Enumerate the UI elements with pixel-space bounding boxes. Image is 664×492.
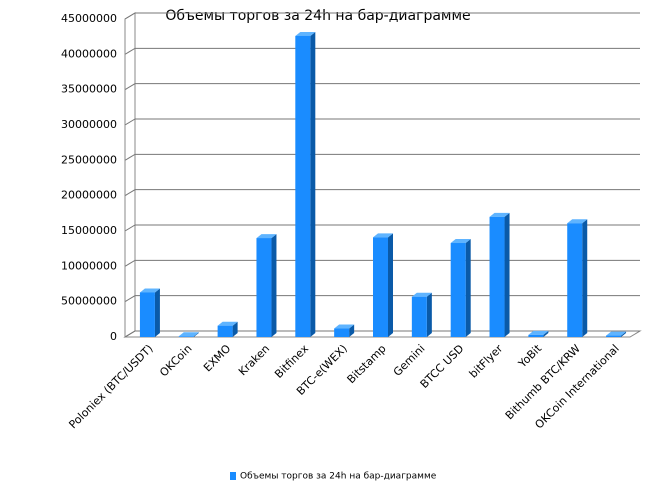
grid-line	[124, 118, 640, 126]
grid-line	[124, 47, 640, 55]
bar	[139, 288, 160, 337]
x-tick-label: Bitstamp	[345, 342, 389, 386]
bar	[217, 321, 238, 337]
y-tick-label: 15000000	[61, 224, 117, 237]
bar	[373, 233, 393, 337]
legend-swatch	[230, 472, 236, 480]
bar	[256, 234, 277, 337]
y-tick-label: 30000000	[61, 118, 117, 131]
grid-line	[124, 153, 640, 161]
legend-label: Объемы торгов за 24h на бар-диаграмме	[240, 472, 437, 482]
x-tick-label: Bitfinex	[272, 342, 311, 381]
y-tick-label: 40000000	[61, 47, 117, 60]
grid-line	[124, 189, 640, 197]
x-tick-label: Gemini	[391, 342, 428, 379]
y-tick-label: 35000000	[61, 83, 117, 96]
bar	[489, 212, 510, 337]
bar	[528, 330, 549, 337]
x-tick-label: YoBit	[515, 342, 544, 371]
back-wall	[124, 12, 136, 338]
bar	[567, 219, 588, 337]
bar	[178, 332, 199, 337]
x-tick-label: Kraken	[236, 342, 272, 378]
x-tick-label: EXMO	[201, 342, 234, 375]
y-tick-label: 50000000	[61, 295, 117, 308]
x-tick-label: Bithumb BTC/KRW	[503, 342, 583, 422]
y-tick-label: 45000000	[61, 12, 117, 25]
chart-title: Объемы торгов за 24h на бар-диаграмме	[165, 8, 470, 24]
bar	[411, 292, 432, 337]
x-tick-label: OKCoin	[157, 342, 194, 379]
grid-line	[124, 83, 640, 91]
y-tick-label: 0	[110, 330, 117, 343]
bar	[295, 31, 316, 338]
grid-line	[124, 259, 640, 267]
y-tick-label: 10000000	[61, 259, 117, 272]
grid-line	[124, 330, 640, 338]
bar	[450, 239, 471, 337]
grid-line	[124, 12, 640, 20]
bar	[606, 331, 627, 337]
y-tick-label: 20000000	[61, 189, 117, 202]
grid-line	[124, 295, 640, 303]
x-tick-label: bitFlyer	[467, 342, 506, 381]
x-tick-label: Poloniex (BTC/USDT)	[66, 342, 155, 431]
bar	[334, 324, 355, 337]
grid-line	[124, 224, 640, 232]
y-tick-label: 25000000	[61, 153, 117, 166]
